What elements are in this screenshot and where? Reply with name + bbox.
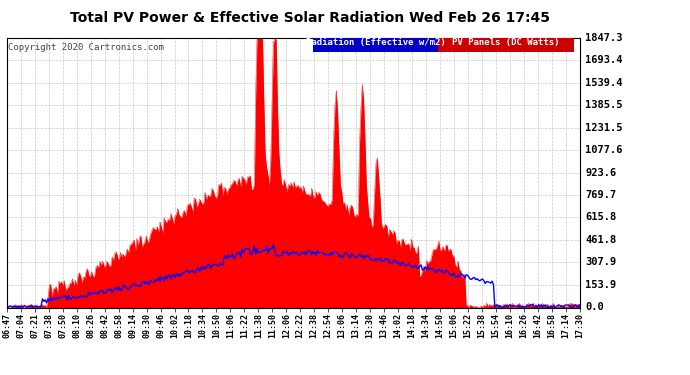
Text: 307.9: 307.9 (585, 258, 616, 267)
Text: Copyright 2020 Cartronics.com: Copyright 2020 Cartronics.com (8, 43, 164, 52)
Text: PV Panels (DC Watts): PV Panels (DC Watts) (453, 38, 560, 47)
Text: 1693.4: 1693.4 (585, 55, 622, 65)
Text: 461.8: 461.8 (585, 235, 616, 245)
Text: 923.6: 923.6 (585, 168, 616, 177)
Text: 1385.5: 1385.5 (585, 100, 622, 110)
Text: Radiation (Effective w/m2): Radiation (Effective w/m2) (306, 38, 446, 47)
Text: 1847.3: 1847.3 (585, 33, 622, 42)
Text: 1539.4: 1539.4 (585, 78, 622, 87)
Text: 1077.6: 1077.6 (585, 145, 622, 155)
FancyBboxPatch shape (313, 32, 438, 53)
Text: 153.9: 153.9 (585, 280, 616, 290)
Text: 769.7: 769.7 (585, 190, 616, 200)
FancyBboxPatch shape (438, 32, 574, 53)
Text: 0.0: 0.0 (585, 303, 604, 312)
Text: Total PV Power & Effective Solar Radiation Wed Feb 26 17:45: Total PV Power & Effective Solar Radiati… (70, 11, 551, 25)
Text: 1231.5: 1231.5 (585, 123, 622, 132)
Text: 615.8: 615.8 (585, 213, 616, 222)
